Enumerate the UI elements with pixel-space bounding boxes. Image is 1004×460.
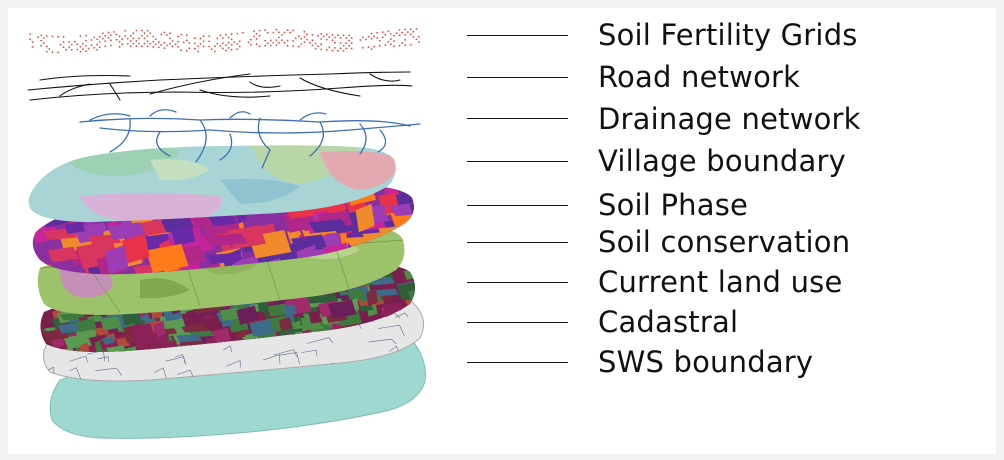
label-road-network: Road network	[598, 60, 801, 94]
leader-line-road-network	[467, 77, 568, 78]
label-soil-fertility-grids: Soil Fertility Grids	[598, 18, 858, 52]
leader-line-sws-boundary	[467, 362, 568, 363]
village-boundary-layer	[28, 145, 396, 222]
leader-line-current-land-use	[467, 282, 568, 283]
label-drainage-network: Drainage network	[598, 102, 861, 136]
label-cadastral: Cadastral	[598, 305, 739, 339]
leader-line-cadastral	[467, 322, 568, 323]
leader-line-soil-conservation	[467, 242, 568, 243]
drainage-network-layer	[79, 109, 421, 169]
leader-line-village-boundary	[467, 161, 568, 162]
label-soil-phase: Soil Phase	[598, 188, 749, 222]
label-current-land-use: Current land use	[598, 265, 843, 299]
road-network-layer	[27, 71, 413, 101]
label-soil-conservation: Soil conservation	[598, 225, 851, 259]
label-village-boundary: Village boundary	[598, 144, 846, 178]
leader-line-soil-fertility-grids	[467, 35, 568, 36]
leader-line-soil-phase	[467, 205, 568, 206]
leader-line-drainage-network	[467, 118, 568, 119]
layer-stack-illustration	[27, 28, 426, 439]
soil-fertility-grids-layer	[29, 28, 420, 54]
label-sws-boundary: SWS boundary	[598, 345, 814, 379]
